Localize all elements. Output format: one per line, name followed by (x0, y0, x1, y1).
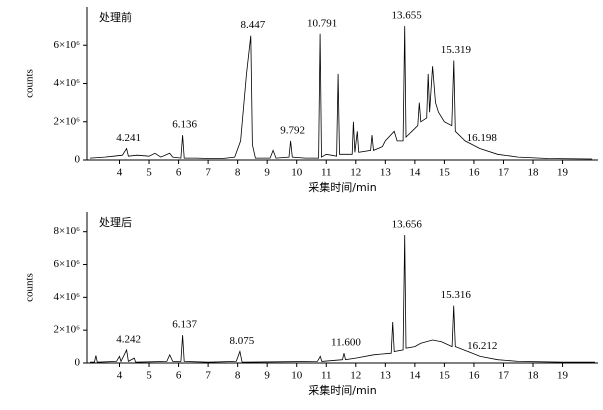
peak-label: 13.656 (392, 219, 423, 231)
peak-label: 6.136 (172, 119, 197, 131)
peak-label: 15.316 (441, 289, 472, 301)
x-tick-label: 17 (498, 167, 510, 179)
x-tick-label: 13 (380, 167, 392, 179)
x-tick-label: 11 (321, 370, 332, 382)
x-tick-label: 4 (117, 370, 123, 382)
chart-title: 处理前 (99, 10, 132, 24)
peak-label: 6.137 (172, 319, 197, 331)
x-tick-label: 18 (528, 370, 540, 382)
chromatogram-line (90, 234, 595, 363)
peak-label: 15.319 (441, 44, 472, 56)
peak-label: 10.791 (307, 17, 337, 29)
y-axis-label: counts (24, 69, 36, 98)
x-tick-label: 16 (468, 167, 480, 179)
y-tick-label: 4×10⁶ (53, 77, 80, 89)
y-axis-label: counts (24, 273, 36, 302)
x-tick-label: 15 (439, 167, 451, 179)
x-tick-label: 12 (350, 167, 361, 179)
x-axis-label: 采集时间/min (308, 180, 376, 194)
x-tick-label: 5 (146, 167, 152, 179)
y-tick-label: 4×10⁶ (53, 291, 80, 303)
y-tick-label: 2×10⁶ (53, 115, 80, 127)
x-tick-label: 18 (528, 167, 540, 179)
peak-label: 8.447 (240, 19, 265, 31)
x-tick-label: 11 (321, 167, 332, 179)
chromatogram-line (89, 26, 593, 160)
y-tick-label: 2×10⁶ (53, 324, 80, 336)
peak-label: 4.242 (116, 333, 141, 345)
y-tick-label: 6×10⁶ (53, 258, 80, 270)
x-tick-label: 6 (176, 167, 182, 179)
x-tick-label: 8 (235, 167, 241, 179)
x-tick-label: 9 (264, 167, 270, 179)
x-tick-label: 6 (176, 370, 182, 382)
y-tick-label: 0 (75, 154, 81, 166)
x-tick-label: 19 (557, 370, 569, 382)
x-tick-label: 19 (557, 167, 569, 179)
x-tick-label: 13 (380, 370, 392, 382)
peak-label: 11.600 (331, 337, 361, 349)
x-tick-label: 10 (291, 370, 303, 382)
y-tick-label: 8×10⁶ (53, 225, 80, 237)
peak-label: 13.655 (392, 10, 423, 22)
x-tick-label: 10 (291, 167, 303, 179)
x-tick-label: 17 (498, 370, 510, 382)
x-tick-label: 5 (146, 370, 152, 382)
x-tick-label: 4 (117, 167, 123, 179)
x-tick-label: 14 (409, 370, 421, 382)
peak-label: 16.212 (467, 340, 497, 352)
x-axis-label: 采集时间/min (308, 383, 376, 397)
peak-label: 16.198 (467, 132, 498, 144)
chart-title: 处理后 (99, 216, 132, 229)
x-tick-label: 8 (235, 370, 241, 382)
y-tick-label: 6×10⁶ (53, 39, 80, 51)
x-tick-label: 14 (409, 167, 421, 179)
y-tick-label: 0 (75, 357, 81, 369)
peak-label: 8.075 (229, 335, 254, 347)
peak-label: 4.241 (116, 132, 141, 144)
x-tick-label: 9 (264, 370, 270, 382)
x-tick-label: 15 (439, 370, 451, 382)
x-tick-label: 12 (350, 370, 361, 382)
x-tick-label: 7 (205, 370, 211, 382)
x-tick-label: 16 (468, 370, 480, 382)
peak-label: 9.792 (280, 124, 305, 136)
x-tick-label: 7 (205, 167, 211, 179)
